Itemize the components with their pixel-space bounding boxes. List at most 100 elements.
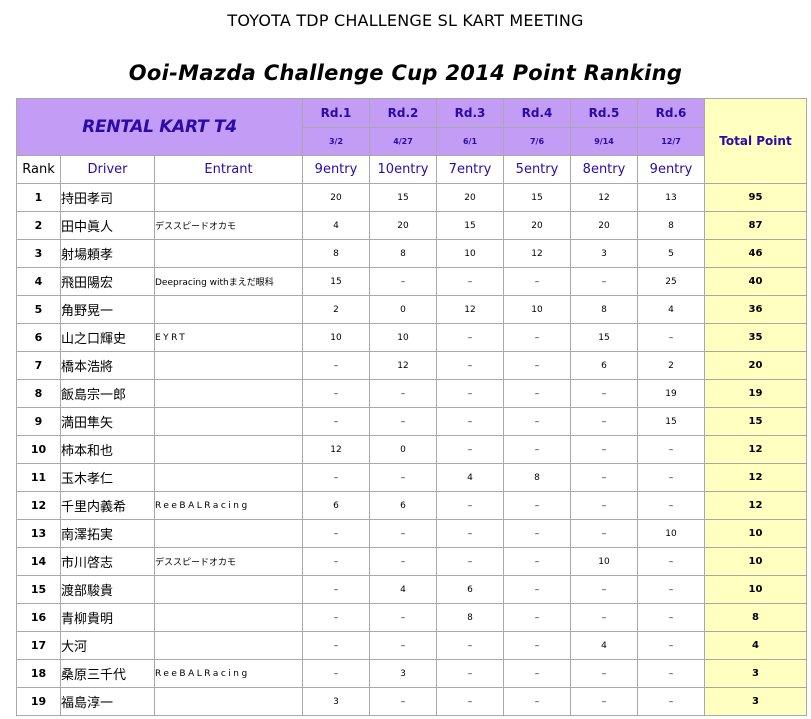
total-cell: 36 xyxy=(704,295,807,324)
round-3-points: 4 xyxy=(436,463,504,492)
table-row: 18 桑原三千代 ReeBALRacing –3– – – –3 xyxy=(16,659,807,688)
table-row: 13 南澤拓実 – – – – –10 10 xyxy=(16,519,807,548)
driver-cell: 渡部駿貴 xyxy=(60,575,155,604)
round-2-entry: 10entry xyxy=(369,155,437,184)
round-6-points: – xyxy=(637,603,705,632)
round-4-points: 15 xyxy=(503,183,571,212)
round-3-points: – xyxy=(436,435,504,464)
round-1-points: – xyxy=(302,463,370,492)
driver-cell: 射場頼孝 xyxy=(60,239,155,268)
rank-cell: 10 xyxy=(16,435,61,464)
round-2-points: – xyxy=(369,519,437,548)
rank-cell: 12 xyxy=(16,491,61,520)
total-cell: 10 xyxy=(704,547,807,576)
round-3-points: – xyxy=(436,351,504,380)
table-row: 2 田中眞人 デススピードオカモ 4 20 15 20 20 8 87 xyxy=(16,211,807,240)
round-5-points: – xyxy=(570,463,638,492)
rank-cell: 14 xyxy=(16,547,61,576)
table-row: 1 持田孝司 20 15 20 15 12 13 95 xyxy=(16,183,807,212)
round-5-points: – xyxy=(570,519,638,548)
round-6-points: 10 xyxy=(637,519,705,548)
table-row: 14 市川啓志 デススピードオカモ – – – –10–10 xyxy=(16,547,807,576)
driver-cell: 山之口輝史 xyxy=(60,323,155,352)
total-cell: 15 xyxy=(704,407,807,436)
driver-cell: 市川啓志 xyxy=(60,547,155,576)
round-5-points: – xyxy=(570,603,638,632)
table-row: 17 大河 – – – –4–4 xyxy=(16,631,807,660)
total-cell: 46 xyxy=(704,239,807,268)
round-4-points: – xyxy=(503,351,571,380)
page-title: Ooi-Mazda Challenge Cup 2014 Point Ranki… xyxy=(128,61,683,85)
round-2-points: – xyxy=(369,379,437,408)
ranking-table: RENTAL KART T4 Rd.1 Rd.2 Rd.3 Rd.4 Rd.5 … xyxy=(16,98,807,716)
driver-cell: 角野晃一 xyxy=(60,295,155,324)
total-cell: 40 xyxy=(704,267,807,296)
round-1-points: – xyxy=(302,603,370,632)
rank-cell: 13 xyxy=(16,519,61,548)
total-cell: 10 xyxy=(704,575,807,604)
entrant-cell: EYRT xyxy=(154,323,303,352)
round-1-entry: 9entry xyxy=(302,155,370,184)
total-cell: 12 xyxy=(704,463,807,492)
round-1-points: – xyxy=(302,519,370,548)
round-2-points: 12 xyxy=(369,351,437,380)
round-1-points: – xyxy=(302,407,370,436)
driver-cell: 橋本浩將 xyxy=(60,351,155,380)
table-row: 12 千里内義希 ReeBALRacing 6 6– – – –12 xyxy=(16,491,807,520)
rank-cell: 7 xyxy=(16,351,61,380)
driver-cell: 玉木孝仁 xyxy=(60,463,155,492)
round-5-points: – xyxy=(570,407,638,436)
round-3-points: 20 xyxy=(436,183,504,212)
rank-cell: 4 xyxy=(16,267,61,296)
round-2-points: – xyxy=(369,547,437,576)
round-3-points: 10 xyxy=(436,239,504,268)
round-1-points: – xyxy=(302,547,370,576)
round-3-points: – xyxy=(436,379,504,408)
round-5-points: – xyxy=(570,575,638,604)
rank-cell: 17 xyxy=(16,631,61,660)
entrant-cell xyxy=(154,295,303,324)
round-1-points: 6 xyxy=(302,491,370,520)
round-5-name: Rd.5 xyxy=(570,98,638,128)
round-2-points: 6 xyxy=(369,491,437,520)
round-5-points: – xyxy=(570,687,638,716)
driver-column-header: Driver xyxy=(60,155,155,184)
round-2-points: – xyxy=(369,407,437,436)
round-6-points: 5 xyxy=(637,239,705,268)
round-3-points: – xyxy=(436,687,504,716)
table-row: 7 橋本浩將 –12– –6 2 20 xyxy=(16,351,807,380)
round-4-points: – xyxy=(503,435,571,464)
round-4-points: – xyxy=(503,603,571,632)
total-cell: 20 xyxy=(704,351,807,380)
table-row: 16 青柳貴明 – –8– – –8 xyxy=(16,603,807,632)
table-row: 8 飯島宗一郎 – – – – –19 19 xyxy=(16,379,807,408)
entrant-cell: デススピードオカモ xyxy=(154,547,303,576)
round-1-points: – xyxy=(302,379,370,408)
round-6-points: 2 xyxy=(637,351,705,380)
table-row: 3 射場頼孝 8 8 10 12 3 5 46 xyxy=(16,239,807,268)
total-cell: 3 xyxy=(704,659,807,688)
round-1-date: 3/2 xyxy=(302,127,370,156)
round-1-points: – xyxy=(302,351,370,380)
round-6-points: – xyxy=(637,575,705,604)
total-cell: 8 xyxy=(704,603,807,632)
driver-cell: 持田孝司 xyxy=(60,183,155,212)
round-5-points: – xyxy=(570,435,638,464)
table-row: 19 福島淳一 3– – – – –3 xyxy=(16,687,807,716)
total-cell: 12 xyxy=(704,435,807,464)
round-2-name: Rd.2 xyxy=(369,98,437,128)
round-5-points: 8 xyxy=(570,295,638,324)
entrant-cell xyxy=(154,603,303,632)
round-2-points: – xyxy=(369,267,437,296)
round-1-points: 15 xyxy=(302,267,370,296)
round-2-points: – xyxy=(369,631,437,660)
round-5-points: – xyxy=(570,379,638,408)
round-6-points: – xyxy=(637,491,705,520)
round-5-points: 3 xyxy=(570,239,638,268)
round-4-points: – xyxy=(503,519,571,548)
round-6-points: – xyxy=(637,463,705,492)
round-1-points: 4 xyxy=(302,211,370,240)
round-3-points: – xyxy=(436,267,504,296)
table-row: 4 飛田陽宏 Deepracing withまえだ眼科 15– – – –25 40 xyxy=(16,267,807,296)
round-6-points: – xyxy=(637,659,705,688)
